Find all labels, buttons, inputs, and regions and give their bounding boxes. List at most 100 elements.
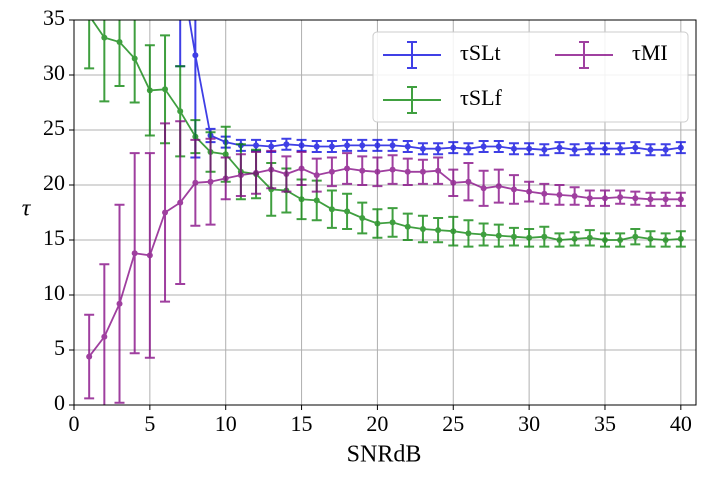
point: [541, 146, 548, 153]
point: [298, 142, 305, 149]
point: [146, 87, 153, 94]
x-tick-label: 5: [144, 411, 155, 436]
point: [556, 237, 563, 243]
point: [404, 223, 411, 230]
point: [465, 145, 472, 152]
series: [84, 120, 686, 405]
x-tick-label: 40: [670, 411, 692, 436]
point: [601, 145, 608, 152]
point: [465, 230, 472, 237]
point: [313, 172, 320, 179]
series-line: [188, 20, 681, 151]
point: [222, 151, 229, 158]
x-tick-label: 35: [594, 411, 616, 436]
point: [344, 142, 351, 149]
axes-frame: [73, 19, 697, 406]
point: [677, 235, 684, 242]
point: [662, 237, 669, 243]
point: [647, 196, 654, 203]
point: [450, 144, 457, 151]
point: [586, 195, 593, 202]
point: [677, 196, 684, 203]
point: [647, 146, 654, 153]
point: [632, 144, 639, 151]
y-tick-label: 30: [43, 60, 65, 85]
legend-item: [555, 41, 613, 69]
x-tick-label: 25: [442, 411, 464, 436]
point: [192, 179, 199, 186]
legend-label: τMI: [632, 40, 668, 65]
point: [116, 300, 123, 307]
point: [86, 353, 93, 360]
legend: τSLt τSLf τMI: [372, 31, 689, 123]
point: [192, 133, 199, 140]
point: [480, 231, 487, 238]
point: [495, 183, 502, 190]
error-bar: [99, 20, 110, 103]
point: [586, 234, 593, 241]
point: [662, 146, 669, 153]
point: [177, 199, 184, 206]
x-tick-label: 30: [518, 411, 540, 436]
series-line: [88, 167, 681, 358]
x-tick-label: 10: [215, 411, 237, 436]
point: [556, 144, 563, 151]
point: [101, 333, 108, 340]
point: [465, 178, 472, 185]
point: [617, 237, 624, 243]
point: [146, 252, 153, 259]
point: [192, 52, 199, 59]
x-tick-label: 20: [366, 411, 388, 436]
legend-item: [383, 86, 441, 114]
legend-label: τSLt: [460, 40, 501, 65]
point: [647, 235, 654, 242]
y-tick-label: 15: [43, 225, 65, 250]
y-tick-label: 0: [54, 390, 65, 415]
point: [101, 34, 108, 41]
point: [601, 195, 608, 202]
legend-swatch: [555, 41, 613, 69]
point: [450, 228, 457, 235]
point: [389, 166, 396, 173]
point: [177, 108, 184, 115]
point: [435, 145, 442, 152]
point: [374, 168, 381, 175]
point: [298, 196, 305, 203]
point: [419, 226, 426, 232]
point: [359, 215, 366, 221]
point: [662, 196, 669, 203]
point: [253, 169, 260, 176]
point: [419, 168, 426, 175]
point: [162, 209, 169, 216]
point: [116, 39, 123, 45]
point: [404, 168, 411, 175]
point: [268, 143, 275, 150]
error-bar: [84, 20, 95, 70]
point: [283, 141, 290, 148]
legend-item: [383, 41, 441, 69]
point: [222, 175, 229, 182]
point: [283, 171, 290, 177]
point: [526, 234, 533, 241]
y-tick-label: 5: [54, 335, 65, 360]
point: [374, 220, 381, 227]
point: [450, 179, 457, 186]
point: [510, 233, 517, 240]
point: [298, 165, 305, 172]
point: [344, 165, 351, 172]
legend-swatch: [383, 41, 441, 69]
point: [359, 142, 366, 149]
point: [268, 166, 275, 173]
point: [480, 185, 487, 192]
point: [526, 188, 533, 195]
point: [131, 250, 138, 257]
point: [313, 197, 320, 204]
point: [632, 195, 639, 202]
point: [556, 191, 563, 198]
point: [617, 194, 624, 201]
point: [571, 146, 578, 153]
x-tick-label: 15: [291, 411, 313, 436]
point: [435, 227, 442, 234]
point: [253, 142, 260, 149]
